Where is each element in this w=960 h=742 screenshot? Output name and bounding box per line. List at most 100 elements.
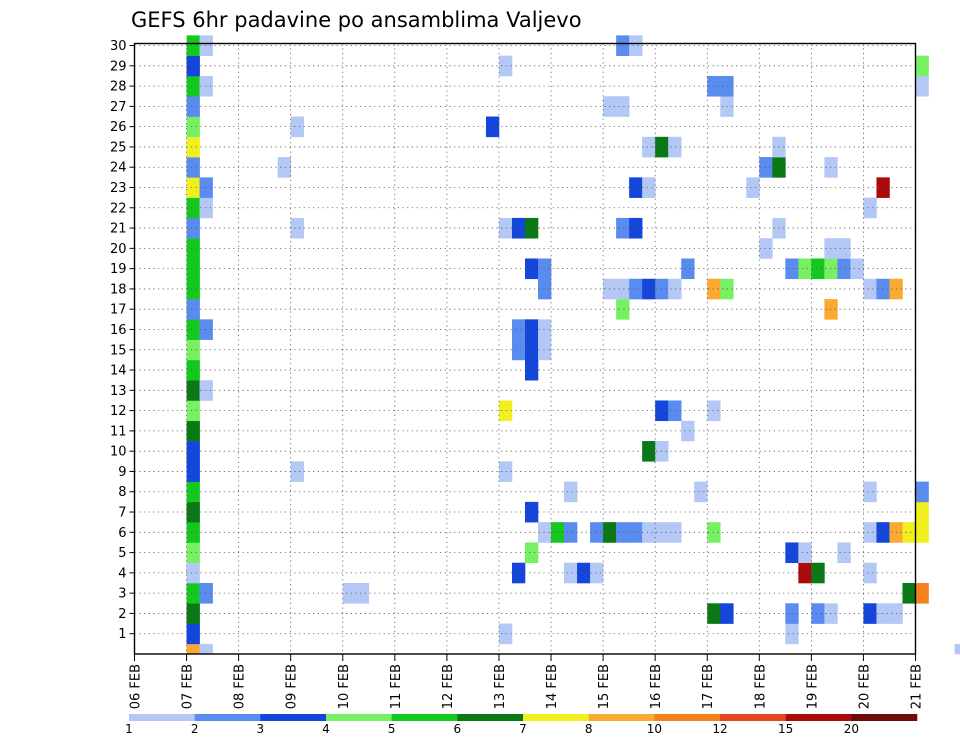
precip-cell [186,461,200,482]
colorbar-label: 8 [585,722,593,736]
precip-cell [525,359,539,381]
heatmap-cells [186,35,960,655]
plot-frame [133,42,917,655]
precip-cell [668,522,682,543]
colorbar: 1 2 3 4 5 6 7 8 10 12 15 20 [125,714,918,736]
precip-cell [785,603,799,624]
x-tick-label: 14 FEB [545,664,560,709]
y-tick-label: 25 [110,140,127,155]
precip-cell [498,623,513,645]
y-tick-label: 20 [110,242,127,257]
x-tick-label: 17 FEB [701,664,716,709]
precip-cell [186,501,200,523]
precip-cell [498,217,513,239]
colorbar-swatch [194,714,261,721]
y-tick-label: 18 [110,282,127,297]
precip-cell [525,319,539,340]
precip-cell [915,583,929,604]
precip-cell [525,339,539,361]
y-tick-label: 23 [110,181,127,196]
precip-cell [707,603,721,624]
x-tick-label: 06 FEB [129,664,144,709]
colorbar-swatch [129,714,195,721]
precip-cell [915,75,929,97]
precip-cell [616,299,630,320]
precip-cell [798,258,812,280]
precip-cell [186,278,200,300]
precip-cell [186,35,200,56]
precip-cell [707,400,721,422]
colorbar-swatch [588,714,655,721]
precip-cell [186,420,200,442]
colorbar-label: 7 [519,722,527,736]
precip-cell [186,583,200,604]
y-tick-label: 4 [118,566,126,581]
colorbar-swatch [523,714,589,721]
precip-cell [199,319,213,340]
colorbar-label: 1 [125,722,133,736]
precip-cell [811,562,825,584]
precip-cell [668,400,682,422]
y-tick-label: 14 [110,364,127,379]
precip-cell [863,562,877,584]
precip-cell [642,441,656,462]
precip-cell [915,501,929,523]
y-axis: 1234567891011121314151617181920212223242… [110,39,135,642]
precip-cell [876,522,890,543]
precip-cell [538,258,552,280]
precip-cell [707,522,721,543]
x-axis: 06 FEB 07 FEB 08 FEB 09 FEB 10 FEB 11 FEB 12 F… [129,654,925,709]
colorbar-swatch [391,714,458,721]
precip-cell [186,542,200,564]
y-tick-label: 29 [110,59,127,74]
precip-cell [511,319,526,340]
precip-cell [694,481,708,503]
precip-cell [498,400,513,422]
precip-cell [642,136,656,158]
precip-cell [915,481,929,503]
precip-cell [902,583,916,604]
precip-cell [915,55,929,77]
y-tick-label: 1 [118,627,126,642]
x-tick-label: 08 FEB [233,664,248,709]
precip-cell [785,542,799,564]
precip-cell [564,522,578,543]
colorbar-swatch [720,714,786,721]
y-tick-label: 22 [110,201,127,216]
precip-cell [668,278,682,300]
precip-cell [186,157,200,178]
precip-cell [954,643,960,655]
precip-cell [538,319,552,340]
precip-cell [564,562,578,584]
precip-cell [186,319,200,340]
precip-cell [876,177,890,198]
colorbar-label: 10 [647,722,662,736]
precip-cell [863,603,877,624]
precip-cell [498,55,513,77]
precip-cell [525,217,539,239]
precip-cell [629,177,643,198]
precip-cell [746,177,760,198]
y-tick-label: 21 [110,222,127,237]
precip-cell [186,299,200,320]
precip-cell [525,501,539,523]
colorbar-swatch [851,714,918,721]
precip-cell [863,278,877,300]
y-tick-label: 15 [110,343,127,358]
precip-cell [199,35,213,56]
colorbar-label: 20 [844,722,859,736]
precip-cell [629,522,643,543]
precip-cell [290,217,305,239]
y-tick-label: 16 [110,323,127,338]
precip-cell [616,278,630,300]
precip-cell [199,643,213,655]
precip-cell [629,217,643,239]
precip-cell [511,217,526,239]
chart-title: GEFS 6hr padavine po ansamblima Valjevo [131,8,582,32]
precip-cell [668,136,682,158]
y-tick-label: 3 [118,587,126,602]
precip-cell [511,562,526,584]
precip-cell [837,238,851,259]
x-tick-label: 10 FEB [337,664,352,709]
